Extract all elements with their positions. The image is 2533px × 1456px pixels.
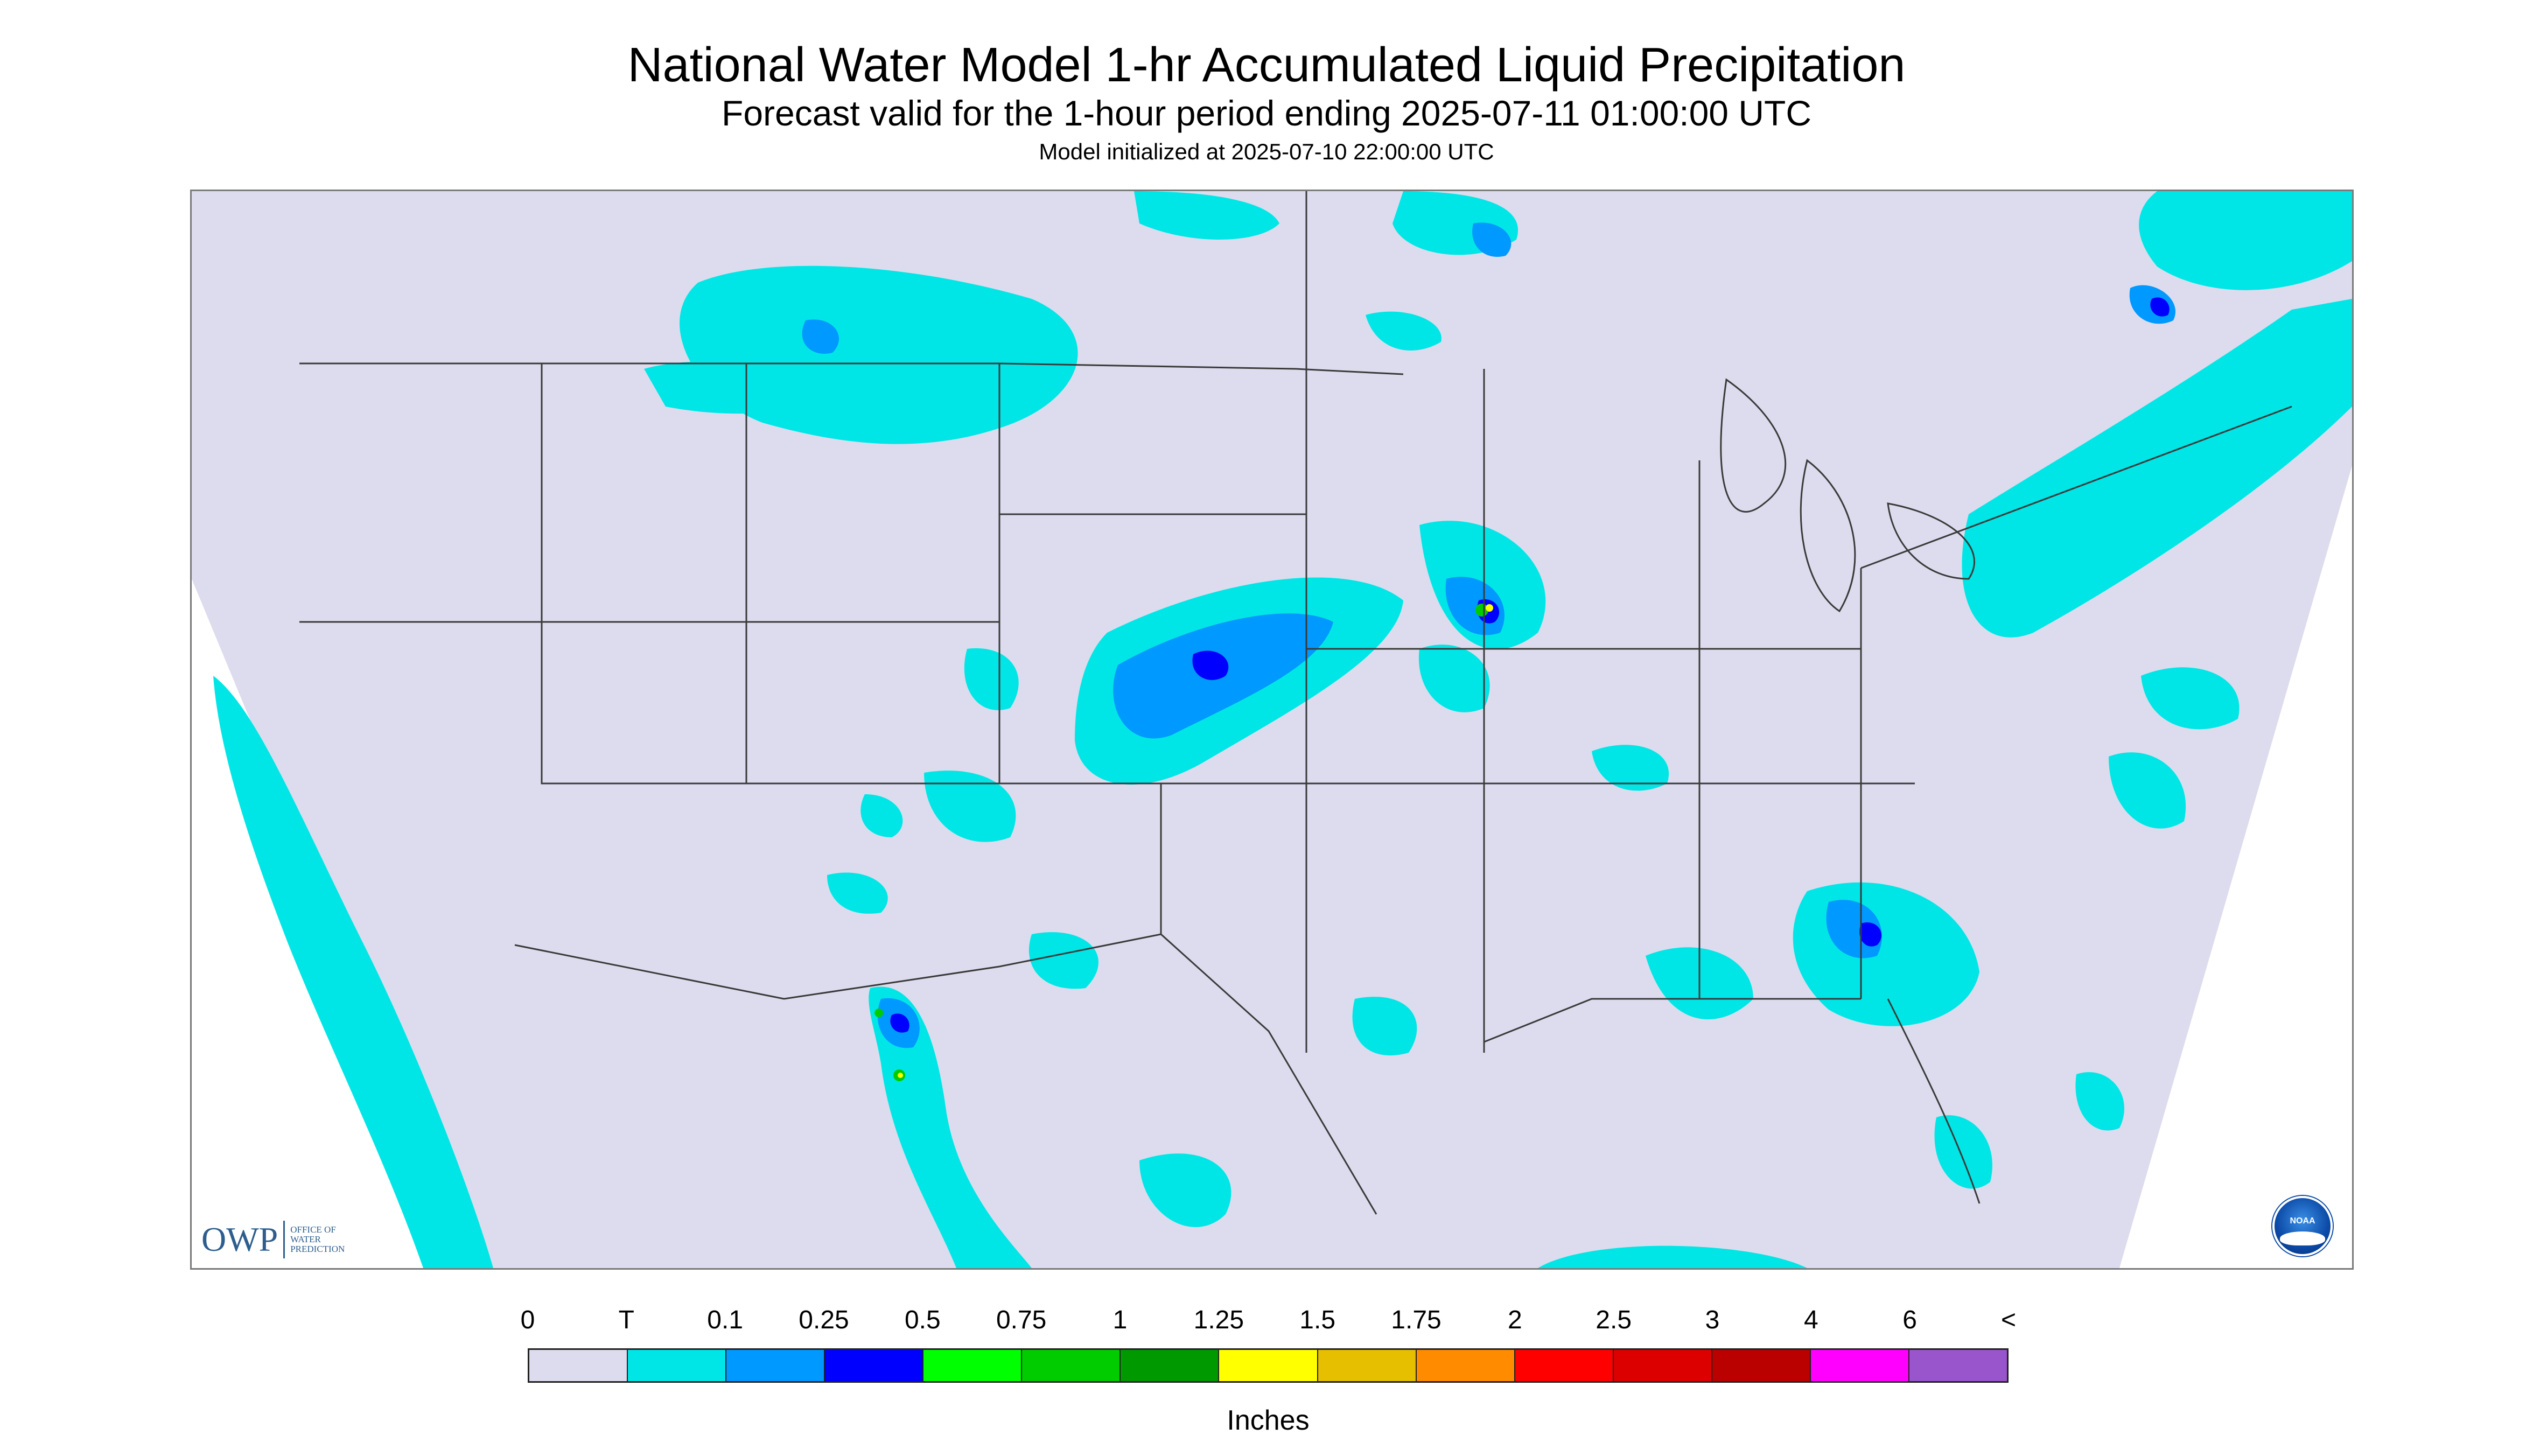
legend-label: 1.25 (1193, 1306, 1244, 1334)
legend-label: < (2000, 1306, 2017, 1334)
legend-swatch (1416, 1350, 1515, 1381)
legend-label: 0 (520, 1306, 535, 1334)
noaa-logo: NOAA (2272, 1196, 2333, 1256)
legend-label: 0.5 (904, 1306, 941, 1334)
legend-swatch (1712, 1350, 1811, 1381)
legend-swatch (1810, 1350, 1909, 1381)
legend-swatch (1909, 1350, 2007, 1381)
heavy-precip-cells (874, 604, 1493, 1081)
owp-logo-divider (283, 1221, 285, 1258)
owp-logo-name: OFFICE OF WATER PREDICTION (290, 1224, 345, 1254)
legend-units: Inches (1227, 1405, 1310, 1436)
legend-label: 1 (1112, 1306, 1128, 1334)
legend-label: 6 (1902, 1306, 1918, 1334)
map-svg (192, 191, 2352, 1268)
trace-precip-areas (213, 191, 2352, 1268)
legend-swatch (923, 1350, 1023, 1381)
legend-swatch (529, 1350, 628, 1381)
precip-legend: 0 T 0.1 0.25 0.5 0.75 1 1.25 1.5 1.75 2 2.5 3 4 6 < Inc… (521, 1294, 2016, 1456)
legend-label: 2 (1507, 1306, 1522, 1334)
precipitation-map: OWP OFFICE OF WATER PREDICTION NOAA (190, 190, 2354, 1270)
legend-label: T (618, 1306, 634, 1334)
legend-swatch (1121, 1350, 1220, 1381)
owp-logo-mark: OWP (201, 1220, 278, 1258)
legend-swatch (1318, 1350, 1417, 1381)
legend-swatch (1022, 1350, 1121, 1381)
noaa-logo-text: NOAA (2290, 1216, 2315, 1226)
model-init-time: Model initialized at 2025-07-10 22:00:00… (1039, 139, 1494, 164)
map-subtitle: Forecast valid for the 1-hour period end… (722, 93, 1811, 133)
legend-label: 1.5 (1299, 1306, 1336, 1334)
model-domain (192, 191, 2352, 1268)
political-boundaries (299, 191, 2292, 1215)
legend-swatch (726, 1350, 825, 1381)
legend-label: 0.1 (707, 1306, 744, 1334)
legend-label: 0.75 (996, 1306, 1047, 1334)
legend-swatch (1515, 1350, 1614, 1381)
legend-swatch (628, 1350, 727, 1381)
legend-swatch (1219, 1350, 1318, 1381)
legend-color-bar (528, 1348, 2009, 1383)
legend-label: 0.25 (799, 1306, 849, 1334)
moderate-precip-areas (890, 297, 2170, 1033)
legend-label: 1.75 (1391, 1306, 1442, 1334)
map-title: National Water Model 1-hr Accumulated Li… (627, 38, 1906, 92)
legend-label: 3 (1705, 1306, 1720, 1334)
legend-swatch (825, 1350, 924, 1381)
legend-swatch (1613, 1350, 1712, 1381)
legend-labels: 0 T 0.1 0.25 0.5 0.75 1 1.25 1.5 1.75 2 2.5 3 4 6 < (521, 1294, 2016, 1334)
noaa-logo-wave (2280, 1231, 2325, 1245)
legend-label: 4 (1803, 1306, 1818, 1334)
owp-logo: OWP OFFICE OF WATER PREDICTION (201, 1221, 366, 1258)
legend-label: 2.5 (1596, 1306, 1632, 1334)
